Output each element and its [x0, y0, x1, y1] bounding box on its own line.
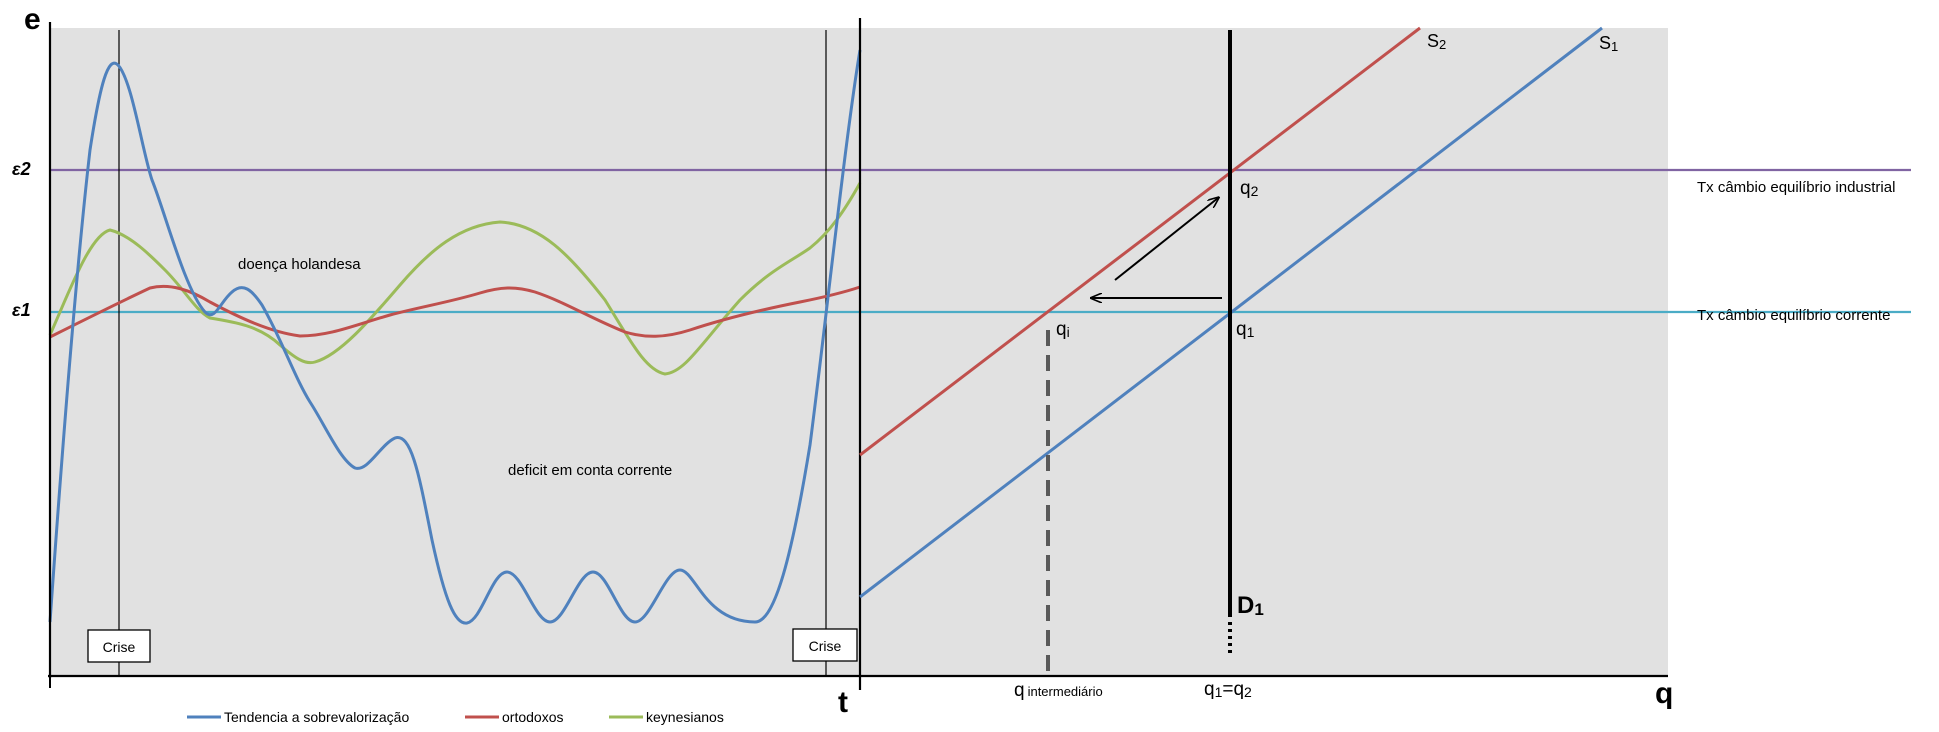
epsilon1-label: ε1	[12, 300, 31, 320]
deficit-annotation: deficit em conta corrente	[508, 462, 672, 479]
crise-label-right: Crise	[809, 638, 842, 654]
left-panel-background	[50, 28, 860, 676]
left-y-axis-label: e	[24, 3, 41, 36]
q2-point-label: q2	[1240, 178, 1259, 199]
crise-label-left: Crise	[103, 639, 136, 655]
legend-label-keynesianos: keynesianos	[646, 709, 724, 725]
up-right-arrow	[1114, 198, 1218, 281]
keynesianos-curve	[48, 182, 862, 376]
legend-label-tendencia: Tendencia a sobrevalorização	[224, 709, 409, 725]
right-x-axis-label: q	[1655, 677, 1673, 710]
tx-industrial-label: Tx câmbio equilíbrio industrial	[1697, 179, 1895, 196]
left-x-axis-label: t	[838, 686, 848, 719]
legend: Tendencia a sobrevalorização ortodoxos k…	[187, 709, 724, 725]
d1-label: D1	[1237, 592, 1264, 619]
s2-label: S2	[1427, 31, 1446, 52]
legend-label-ortodoxos: ortodoxos	[502, 709, 563, 725]
s2-supply-line	[859, 26, 1421, 457]
ortodoxos-curve	[49, 284, 861, 339]
tx-corrente-label: Tx câmbio equilíbrio corrente	[1697, 307, 1890, 324]
crise-box-right: Crise	[792, 628, 858, 662]
dutch-disease-annotation: doença holandesa	[238, 256, 361, 273]
tendencia-curve	[48, 49, 862, 625]
epsilon2-label: ε2	[12, 159, 31, 179]
q-intermediario-axis-label: q intermediário	[1014, 680, 1103, 701]
q1-equals-q2-axis-label: q1=q2	[1204, 679, 1252, 700]
right-panel-background	[860, 28, 1668, 676]
s1-label: S1	[1599, 33, 1618, 54]
q1-point-label: q1	[1236, 319, 1255, 340]
qi-point-label: qi	[1056, 319, 1070, 340]
crise-box-left: Crise	[87, 629, 151, 663]
